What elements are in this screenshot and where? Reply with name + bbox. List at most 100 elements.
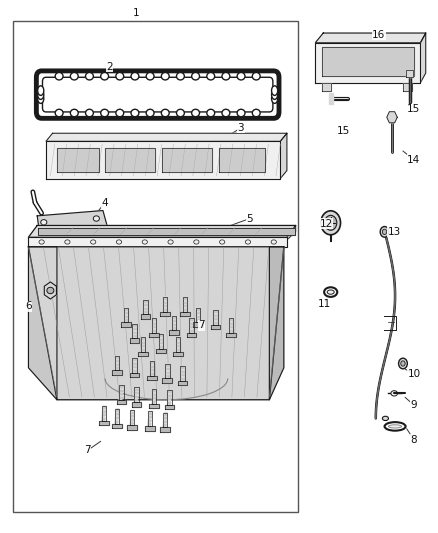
Polygon shape: [149, 333, 159, 337]
Text: 7: 7: [198, 320, 205, 330]
Ellipse shape: [117, 240, 122, 244]
Ellipse shape: [71, 109, 78, 117]
Polygon shape: [46, 141, 280, 179]
Ellipse shape: [382, 416, 389, 421]
Text: 14: 14: [407, 155, 420, 165]
Ellipse shape: [207, 72, 215, 80]
Ellipse shape: [380, 227, 389, 237]
Polygon shape: [152, 389, 156, 404]
Polygon shape: [99, 421, 109, 425]
Polygon shape: [229, 318, 233, 333]
Ellipse shape: [38, 90, 44, 100]
Polygon shape: [130, 338, 139, 343]
Ellipse shape: [93, 216, 99, 221]
Polygon shape: [162, 148, 212, 172]
Ellipse shape: [237, 109, 245, 117]
Ellipse shape: [55, 72, 63, 80]
Ellipse shape: [91, 240, 96, 244]
Text: 4: 4: [102, 198, 109, 207]
Ellipse shape: [41, 220, 47, 225]
Polygon shape: [163, 413, 167, 427]
Text: 5: 5: [246, 214, 253, 223]
Ellipse shape: [161, 109, 169, 117]
Polygon shape: [149, 404, 159, 408]
Ellipse shape: [168, 240, 173, 244]
Polygon shape: [28, 247, 284, 400]
Polygon shape: [156, 349, 166, 353]
Polygon shape: [143, 300, 148, 314]
Polygon shape: [165, 364, 170, 378]
Ellipse shape: [161, 72, 169, 80]
Polygon shape: [124, 308, 128, 322]
Ellipse shape: [131, 72, 139, 80]
Ellipse shape: [245, 240, 251, 244]
Ellipse shape: [389, 425, 402, 428]
Polygon shape: [105, 148, 155, 172]
Ellipse shape: [101, 72, 109, 80]
Polygon shape: [178, 381, 187, 385]
Polygon shape: [28, 247, 57, 400]
Polygon shape: [147, 376, 157, 380]
Ellipse shape: [219, 240, 225, 244]
Text: 13: 13: [388, 227, 401, 237]
Polygon shape: [28, 225, 296, 237]
Polygon shape: [163, 297, 167, 312]
Polygon shape: [420, 33, 426, 83]
Polygon shape: [132, 324, 137, 338]
Polygon shape: [145, 426, 155, 431]
Ellipse shape: [252, 72, 260, 80]
Polygon shape: [132, 402, 141, 407]
Polygon shape: [162, 378, 172, 383]
FancyBboxPatch shape: [36, 71, 279, 118]
Ellipse shape: [131, 109, 139, 117]
Ellipse shape: [85, 109, 93, 117]
Ellipse shape: [252, 109, 260, 117]
Text: 9: 9: [410, 400, 417, 410]
Polygon shape: [138, 352, 148, 356]
Polygon shape: [132, 358, 137, 373]
Polygon shape: [173, 352, 183, 356]
Ellipse shape: [116, 72, 124, 80]
Ellipse shape: [192, 109, 200, 117]
Ellipse shape: [321, 211, 341, 235]
Polygon shape: [211, 325, 220, 329]
Polygon shape: [196, 308, 200, 322]
Ellipse shape: [207, 109, 215, 117]
Polygon shape: [180, 366, 185, 381]
Text: 8: 8: [410, 435, 417, 445]
Ellipse shape: [271, 240, 276, 244]
Text: 16: 16: [372, 30, 385, 39]
Polygon shape: [187, 333, 196, 337]
Polygon shape: [130, 410, 134, 425]
Polygon shape: [141, 314, 150, 319]
Polygon shape: [119, 385, 124, 400]
Polygon shape: [160, 312, 170, 316]
Ellipse shape: [47, 287, 54, 294]
Ellipse shape: [237, 72, 245, 80]
Polygon shape: [219, 148, 265, 172]
Ellipse shape: [39, 240, 44, 244]
Text: 10: 10: [407, 369, 420, 379]
Polygon shape: [159, 334, 163, 349]
Ellipse shape: [399, 358, 407, 369]
Polygon shape: [160, 427, 170, 432]
Polygon shape: [226, 333, 236, 337]
Polygon shape: [165, 405, 174, 409]
Ellipse shape: [222, 72, 230, 80]
Ellipse shape: [142, 240, 148, 244]
Polygon shape: [150, 361, 154, 376]
Polygon shape: [152, 318, 156, 333]
Polygon shape: [148, 411, 152, 426]
Polygon shape: [180, 312, 190, 316]
Polygon shape: [169, 330, 179, 335]
Polygon shape: [328, 93, 333, 104]
Polygon shape: [176, 337, 180, 352]
Ellipse shape: [146, 72, 154, 80]
Polygon shape: [134, 387, 139, 402]
Polygon shape: [115, 356, 119, 370]
Polygon shape: [141, 337, 145, 352]
Polygon shape: [322, 47, 414, 76]
Text: 11: 11: [318, 299, 331, 309]
Ellipse shape: [177, 72, 184, 80]
Polygon shape: [112, 370, 122, 375]
